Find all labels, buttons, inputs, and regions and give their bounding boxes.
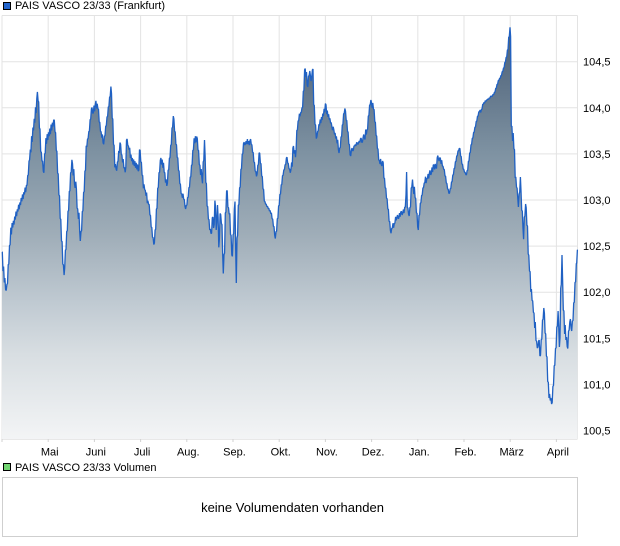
svg-text:Aug.: Aug. [177,447,200,459]
svg-text:102,5: 102,5 [583,241,611,253]
svg-text:April: April [547,447,569,459]
svg-text:101,0: 101,0 [583,379,611,391]
svg-text:102,0: 102,0 [583,287,611,299]
svg-text:100,5: 100,5 [583,426,611,438]
svg-text:104,5: 104,5 [583,57,611,69]
svg-text:Juni: Juni [86,447,106,459]
svg-text:März: März [499,447,523,459]
svg-text:Feb.: Feb. [454,447,476,459]
svg-text:Nov.: Nov. [316,447,338,459]
svg-text:103,0: 103,0 [583,195,611,207]
svg-text:103,5: 103,5 [583,149,611,161]
svg-text:104,0: 104,0 [583,103,611,115]
svg-text:101,5: 101,5 [583,333,611,345]
svg-text:Juli: Juli [134,447,151,459]
svg-text:Jan.: Jan. [409,447,430,459]
svg-text:Dez.: Dez. [362,447,385,459]
svg-text:Mai: Mai [41,447,59,459]
svg-text:Okt.: Okt. [271,447,291,459]
svg-text:Sep.: Sep. [223,447,246,459]
